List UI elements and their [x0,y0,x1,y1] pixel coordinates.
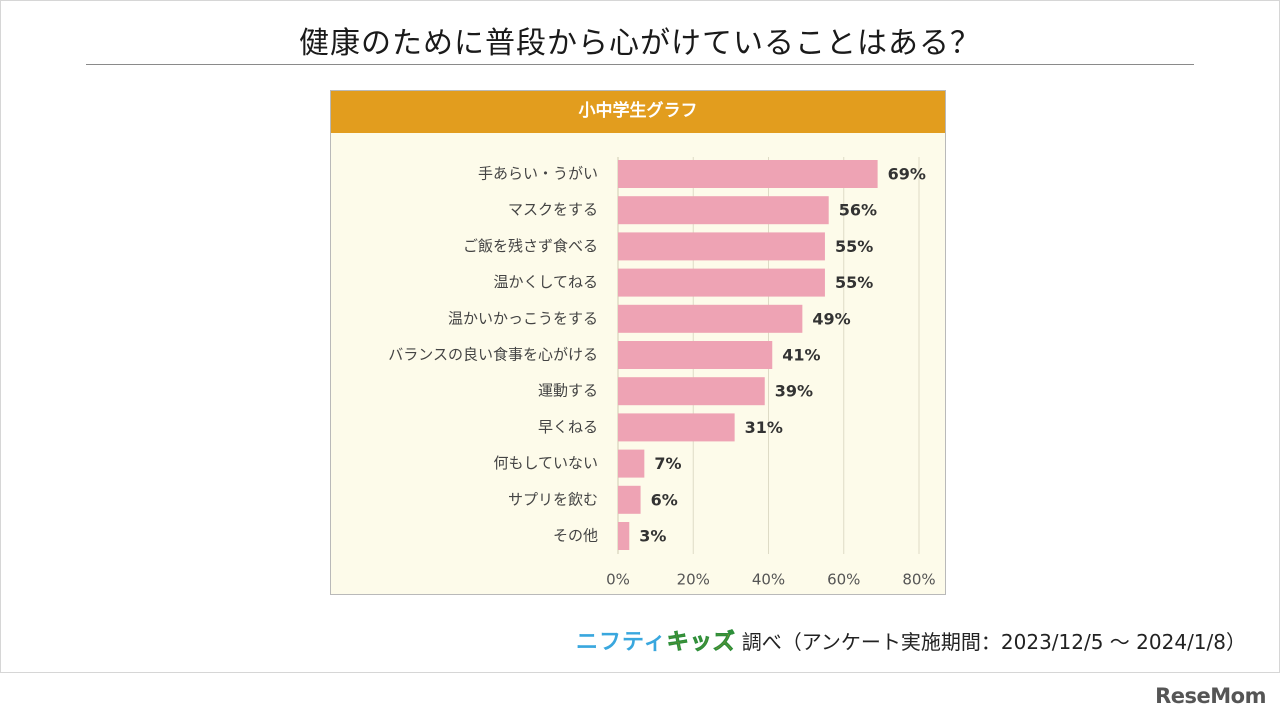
data-label: 56% [839,201,877,220]
chart-panel: 小中学生グラフ 手あらい・うがい 69% マスクをする 56% ご飯を残さず食べる 55%… [330,90,946,595]
bar [618,522,630,550]
category-label: その他 [553,527,598,545]
data-label: 55% [835,237,873,256]
x-tick-label: 80% [902,571,935,589]
page-title: 健康のために普段から心がけていることはある？ [299,26,981,61]
category-label: 運動する [538,382,598,400]
category-label: 温かいかっこうをする [448,309,598,327]
bar [618,413,735,442]
bar [618,341,773,369]
kids-logo-text: キッズ [666,630,736,656]
bar-chart: 手あらい・うがい 69% マスクをする 56% ご飯を残さず食べる 55% 温かくしてねる 5… [388,157,936,589]
title-divider [86,64,1194,65]
data-label: 3% [639,527,666,546]
category-label: ご飯を残さず食べる [463,237,598,255]
bar [618,485,641,514]
data-label: 41% [782,346,820,365]
nifty-logo-text: ニフティ [576,630,667,655]
bar [618,268,825,297]
x-tick-label: 60% [827,571,860,589]
category-label: 手あらい・うがい [478,165,598,183]
category-label: マスクをする [508,201,598,219]
bar [618,377,765,406]
category-label: 何もしていない [493,454,598,472]
bar [618,160,878,188]
data-label: 55% [835,273,873,292]
chart-title: 小中学生グラフ [331,91,945,133]
x-tick-label: 0% [606,571,630,589]
category-label: 早くねる [538,418,598,436]
bar [618,232,825,261]
category-label: 温かくしてねる [493,273,598,291]
data-label: 31% [745,418,783,437]
data-label: 49% [812,309,850,328]
data-label: 39% [775,382,813,401]
x-tick-label: 20% [677,571,710,589]
bar [618,304,803,333]
survey-period-note: 調べ（アンケート実施期間：2023/12/5 ～ 2024/1/8） [741,629,1246,654]
bar [618,449,645,478]
data-label: 7% [654,454,681,473]
x-tick-label: 40% [752,571,785,589]
category-label: サプリを飲む [508,490,598,508]
bar [618,196,829,225]
resemom-logo: ReseMom [1155,684,1266,708]
category-label: バランスの良い食事を心がける [388,346,598,364]
data-label: 6% [651,490,678,509]
data-label: 69% [888,165,926,184]
footer-source: ニフティ キッズ 調べ（アンケート実施期間：2023/12/5 ～ 2024/1… [576,624,1246,656]
